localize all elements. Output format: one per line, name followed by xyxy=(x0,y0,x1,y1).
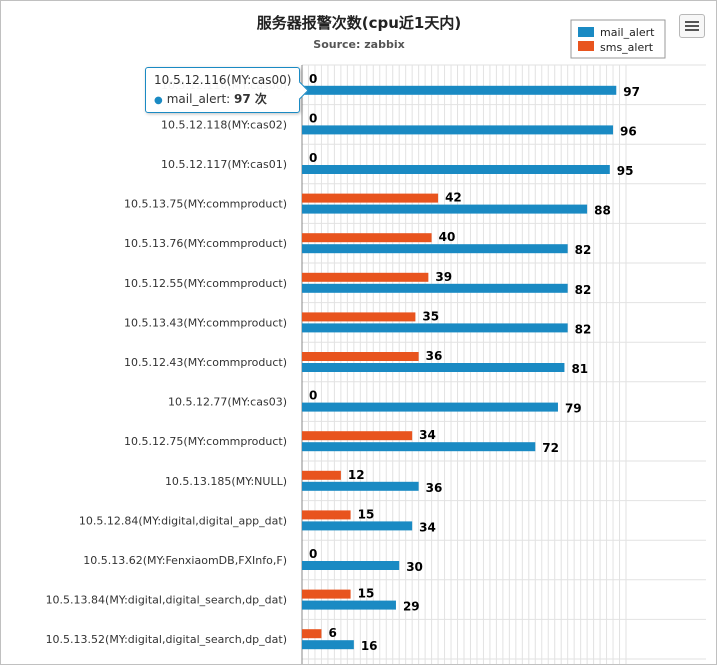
legend-swatch-mail-alert xyxy=(578,27,594,37)
category-label: 10.5.13.84(MY:digital,digital_search,dp_… xyxy=(46,594,287,607)
chart-title: 服务器报警次数(cpu近1天内) xyxy=(257,14,461,32)
bar-mail-alert xyxy=(302,85,617,95)
legend-label-mail-alert: mail_alert xyxy=(600,26,655,39)
category-label: 10.5.13.185(MY:NULL) xyxy=(165,475,287,488)
data-label-sms-alert: 15 xyxy=(358,587,375,601)
bar-sms-alert xyxy=(302,431,413,441)
data-label-mail-alert: 36 xyxy=(426,481,443,495)
data-label-sms-alert: 35 xyxy=(422,309,439,323)
legend-label-sms-alert: sms_alert xyxy=(600,41,654,54)
category-label: 10.5.12.75(MY:commproduct) xyxy=(124,435,287,448)
legend-swatch-sms-alert xyxy=(578,41,594,51)
bar-sms-alert xyxy=(302,233,432,243)
bar-sms-alert xyxy=(302,272,429,282)
data-label-sms-alert: 36 xyxy=(426,349,443,363)
bar-mail-alert xyxy=(302,363,565,372)
bar-sms-alert xyxy=(302,312,416,322)
export-menu-button[interactable] xyxy=(679,14,705,38)
bar-mail-alert xyxy=(302,640,354,650)
data-label-sms-alert: 39 xyxy=(435,270,452,284)
bar-mail-alert xyxy=(302,323,568,333)
bar-mail-alert xyxy=(302,481,419,491)
bar-sms-alert xyxy=(302,629,322,639)
bar-mail-alert xyxy=(302,402,558,412)
bar-sms-alert xyxy=(302,193,439,203)
category-label: 10.5.13.76(MY:commproduct) xyxy=(124,237,287,250)
data-label-mail-alert: 30 xyxy=(406,560,423,574)
tooltip-series-name: mail_alert xyxy=(166,92,227,106)
category-label: 10.5.12.55(MY:commproduct) xyxy=(124,277,287,290)
category-label: 10.5.13.62(MY:FenxiaomDB,FXInfo,F) xyxy=(83,554,287,567)
bar-mail-alert xyxy=(302,204,588,214)
data-label-mail-alert: 95 xyxy=(617,164,634,178)
data-label-sms-alert: 6 xyxy=(328,626,336,640)
bar-mail-alert xyxy=(302,165,610,174)
tooltip: 10.5.12.116(MY:cas00) ● mail_alert: 97 次 xyxy=(145,67,309,113)
category-label: 10.5.12.117(MY:cas01) xyxy=(161,158,287,171)
data-label-sms-alert: 0 xyxy=(309,547,317,561)
legend-box xyxy=(570,19,666,59)
tooltip-header: 10.5.12.116(MY:cas00) xyxy=(154,73,292,87)
bar-mail-alert xyxy=(302,244,568,254)
data-label-mail-alert: 81 xyxy=(571,362,588,376)
data-label-mail-alert: 29 xyxy=(403,600,420,614)
bar-sms-alert xyxy=(302,510,351,520)
category-label: 10.5.12.118(MY:cas02) xyxy=(161,118,287,131)
menu-icon xyxy=(685,21,699,23)
data-label-mail-alert: 79 xyxy=(565,402,582,416)
category-label: 10.5.12.77(MY:cas03) xyxy=(168,396,287,409)
chart-subtitle: Source: zabbix xyxy=(313,38,404,51)
tooltip-value: 97 次 xyxy=(234,92,267,106)
data-label-sms-alert: 12 xyxy=(348,468,365,482)
category-label: 10.5.13.52(MY:digital,digital_search,dp_… xyxy=(46,633,287,646)
bar-mail-alert xyxy=(302,442,536,452)
data-label-mail-alert: 82 xyxy=(575,283,592,297)
data-label-mail-alert: 16 xyxy=(361,639,378,653)
data-label-mail-alert: 72 xyxy=(542,441,559,455)
data-label-mail-alert: 97 xyxy=(623,85,640,99)
data-label-sms-alert: 40 xyxy=(439,230,456,244)
bar-mail-alert xyxy=(302,125,614,135)
data-label-sms-alert: 0 xyxy=(309,151,317,165)
category-label: 10.5.12.43(MY:commproduct) xyxy=(124,356,287,369)
category-label: 10.5.13.43(MY:commproduct) xyxy=(124,316,287,329)
data-label-sms-alert: 15 xyxy=(358,507,375,521)
bar-mail-alert xyxy=(302,283,568,293)
data-label-sms-alert: 34 xyxy=(419,428,436,442)
bar-sms-alert xyxy=(302,470,341,480)
bar-sms-alert xyxy=(302,589,351,599)
bar-mail-alert xyxy=(302,600,396,610)
data-label-mail-alert: 82 xyxy=(575,243,592,257)
data-label-sms-alert: 42 xyxy=(445,191,462,205)
bar-sms-alert xyxy=(302,352,419,361)
data-label-sms-alert: 0 xyxy=(309,72,317,86)
category-label: 10.5.12.84(MY:digital,digital_app_dat) xyxy=(79,514,287,527)
data-label-sms-alert: 0 xyxy=(309,111,317,125)
data-label-mail-alert: 34 xyxy=(419,520,436,534)
tooltip-series-dot: ● xyxy=(154,95,163,106)
data-label-mail-alert: 96 xyxy=(620,124,637,138)
data-label-mail-alert: 82 xyxy=(575,322,592,336)
bar-mail-alert xyxy=(302,521,413,531)
bar-mail-alert xyxy=(302,561,400,570)
data-label-sms-alert: 0 xyxy=(309,389,317,403)
category-label: 10.5.13.75(MY:commproduct) xyxy=(124,198,287,211)
data-label-mail-alert: 88 xyxy=(594,204,611,218)
